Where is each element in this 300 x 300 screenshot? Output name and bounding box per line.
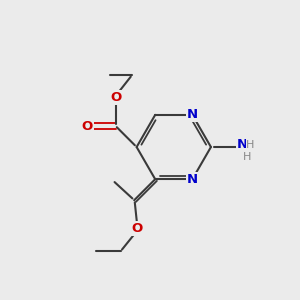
Text: H: H xyxy=(246,140,255,150)
Text: N: N xyxy=(187,108,198,122)
Text: N: N xyxy=(187,173,198,186)
Text: O: O xyxy=(131,222,143,235)
Text: H: H xyxy=(242,152,251,161)
Text: N: N xyxy=(237,138,248,151)
Text: O: O xyxy=(110,91,121,104)
Text: O: O xyxy=(82,119,93,133)
